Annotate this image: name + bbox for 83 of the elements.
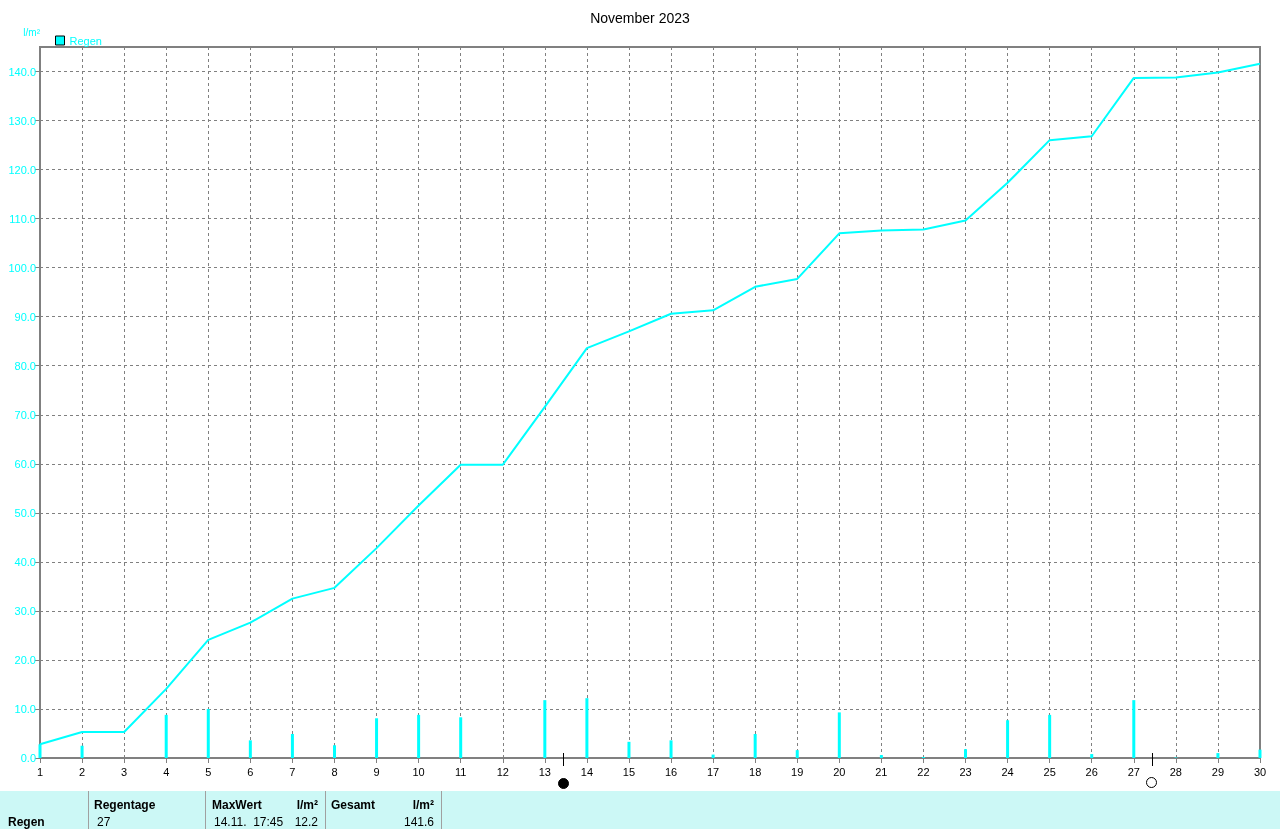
bar: [375, 718, 379, 758]
x-tick-label: 9: [373, 765, 380, 778]
x-tick-label: 5: [205, 765, 212, 778]
bar: [543, 700, 547, 758]
x-tick-label: 13: [538, 765, 551, 778]
chart-title: November 2023: [590, 10, 691, 26]
text: 141.6: [402, 815, 434, 829]
x-tick-label: 17: [706, 765, 720, 778]
y-tick-label: 70.0: [14, 408, 36, 421]
x-tick-label: 1: [36, 765, 44, 778]
x-tick-label: 16: [664, 765, 678, 778]
text: 27: [97, 815, 112, 829]
x-tick-label: 27: [1127, 765, 1140, 778]
y-tick-label: 20.0: [14, 653, 36, 666]
x-tick-label: 24: [1001, 765, 1014, 778]
bar: [711, 754, 715, 758]
bar: [459, 717, 463, 758]
y-tick-label: 130.0: [8, 114, 36, 127]
x-tick-label: 29: [1211, 765, 1225, 778]
x-tick-label: 3: [121, 765, 128, 778]
bar: [837, 712, 841, 758]
y-tick-label: 30.0: [14, 604, 36, 617]
y-tick-label: 50.0: [14, 506, 36, 519]
x-tick-label: 15: [622, 765, 636, 778]
y-tick-label: 10.0: [14, 702, 36, 715]
x-tick-label: 2: [79, 765, 86, 778]
bar: [627, 741, 631, 758]
y-tick-label: 90.0: [14, 310, 36, 323]
y-axis-title: l/m²: [23, 26, 41, 38]
bar: [669, 740, 673, 758]
y-tick-label: 40.0: [14, 555, 36, 568]
bar: [248, 740, 252, 758]
x-tick-label: 7: [289, 765, 296, 778]
y-tick-label: 0.0: [20, 752, 36, 764]
bar: [795, 750, 799, 758]
x-tick-label: 20: [833, 765, 846, 778]
y-tick-label: 100.0: [8, 261, 36, 274]
bar: [964, 749, 968, 758]
bar: [1132, 700, 1136, 758]
bar: [206, 708, 210, 758]
bar: [1090, 754, 1094, 758]
y-tick-label: 80.0: [14, 359, 36, 372]
x-tick-label: 19: [791, 765, 804, 778]
x-tick-label: 26: [1085, 765, 1098, 778]
x-tick-label: 30: [1253, 765, 1267, 778]
bar: [1258, 749, 1262, 758]
bar: [332, 745, 336, 758]
bar: [1006, 720, 1010, 758]
y-tick-label: 120.0: [8, 163, 36, 176]
y-tick-label: 110.0: [9, 212, 36, 225]
x-tick-label: 12: [496, 765, 509, 778]
text: l/m²: [411, 798, 434, 812]
bar: [290, 733, 294, 758]
text: 12.2: [294, 815, 318, 829]
x-tick-label: 23: [959, 765, 972, 778]
legend-label: Regen: [69, 34, 102, 47]
bar: [1048, 714, 1052, 758]
x-tick-label: 18: [749, 765, 762, 778]
bar: [585, 698, 589, 758]
y-tick-label: 60.0: [14, 457, 36, 470]
x-tick-label: 8: [331, 765, 338, 778]
x-tick-label: 14: [580, 765, 594, 778]
text: Regen: [8, 815, 46, 829]
x-tick-label: 4: [163, 765, 170, 778]
text: Gesamt: [331, 798, 377, 812]
x-tick-label: 11: [454, 765, 467, 778]
x-tick-label: 28: [1169, 765, 1182, 778]
x-tick-label: 25: [1043, 765, 1056, 778]
bar: [164, 714, 168, 758]
text: 14.11. 17:45: [214, 815, 285, 829]
text: l/m²: [295, 798, 318, 812]
x-tick-label: 10: [412, 765, 425, 778]
text: Regentage: [94, 798, 157, 812]
x-tick-label: 22: [917, 765, 930, 778]
x-tick-label: 6: [247, 765, 254, 778]
bar: [753, 733, 757, 758]
y-tick-label: 140.0: [8, 65, 36, 78]
x-tick-label: 21: [875, 765, 888, 778]
bar: [1216, 753, 1220, 758]
text: MaxWert: [212, 798, 263, 812]
bar: [417, 714, 421, 758]
bar: [80, 745, 84, 758]
bar: [879, 755, 883, 758]
